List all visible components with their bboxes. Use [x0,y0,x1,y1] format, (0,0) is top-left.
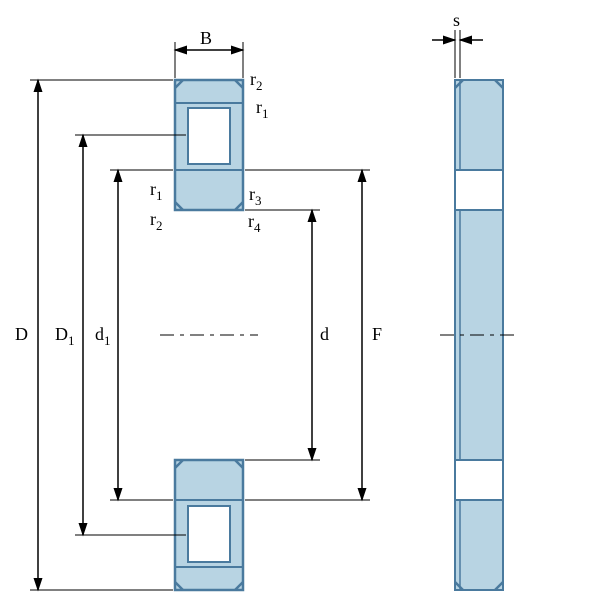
top-roller [188,108,230,164]
label-r2-top: r2 [250,69,263,93]
dim-F: F [245,170,382,500]
bottom-roller [188,506,230,562]
label-r2-left: r2 [150,209,163,233]
label-D: D [15,324,28,344]
label-d: d [320,324,329,344]
label-r1-left: r1 [150,179,163,203]
right-gap-top [455,170,503,210]
label-d1: d1 [95,324,111,348]
dim-B: B [175,28,243,78]
dim-s: s [432,10,483,78]
label-F: F [372,324,382,344]
label-r3: r3 [249,184,262,208]
label-D1: D1 [55,324,75,348]
label-r4: r4 [248,211,261,235]
label-r1-top: r1 [256,97,269,121]
right-gap-bot [455,460,503,500]
label-B: B [200,28,212,48]
label-s: s [453,10,460,30]
dim-D: D [15,80,173,590]
